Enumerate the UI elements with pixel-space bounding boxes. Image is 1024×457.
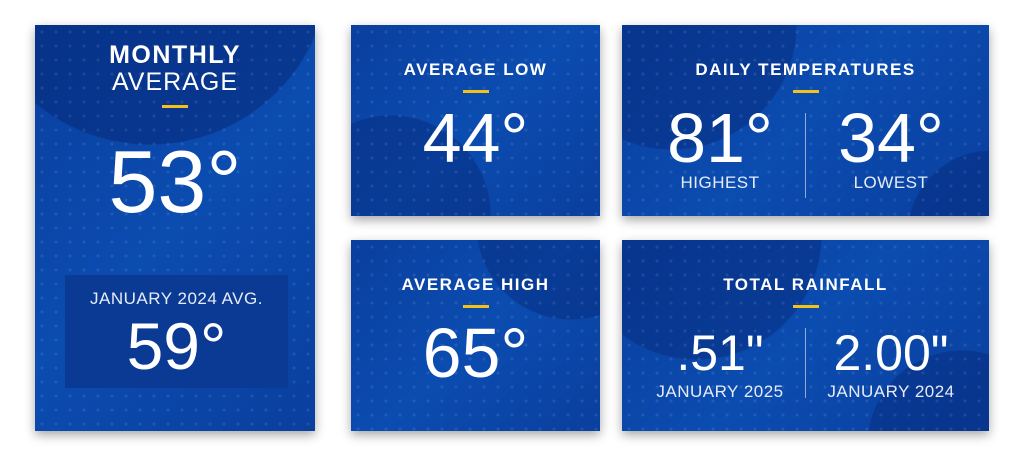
average-low-title: AVERAGE LOW <box>403 60 548 79</box>
monthly-title: MONTHLY <box>109 41 241 69</box>
january-2024-rainfall-value: 2.00" <box>833 325 949 381</box>
lowest-value: 34° <box>838 99 944 177</box>
total-rainfall-title: TOTAL RAINFALL <box>723 275 888 294</box>
monthly-average-card: MONTHLY AVERAGE 53° JANUARY 2024 AVG. 59… <box>35 25 315 431</box>
january-2024-value: 59° <box>126 309 227 383</box>
daily-temperatures-card: DAILY TEMPERATURES 81° HIGHEST 34° LOWES… <box>622 25 989 216</box>
monthly-subtitle: AVERAGE <box>111 68 239 96</box>
january-2024-rainfall-label: JANUARY 2024 <box>827 382 955 401</box>
accent-bar <box>462 305 489 308</box>
accent-bar <box>462 90 489 93</box>
divider <box>805 113 806 198</box>
accent-bar <box>792 90 819 93</box>
lowest-label: LOWEST <box>853 173 929 192</box>
accent-bar <box>792 305 819 308</box>
average-low-card: AVERAGE LOW 44° <box>351 25 600 216</box>
highest-label: HIGHEST <box>680 173 760 192</box>
average-high-title: AVERAGE HIGH <box>401 275 550 294</box>
average-high-value: 65° <box>422 314 529 392</box>
accent-bar <box>162 105 188 108</box>
monthly-average-value: 53° <box>108 132 242 231</box>
divider <box>805 328 806 398</box>
january-2024-box: JANUARY 2024 AVG. 59° <box>65 275 288 388</box>
average-high-card: AVERAGE HIGH 65° <box>351 240 600 431</box>
january-2025-label: JANUARY 2025 <box>656 382 784 401</box>
total-rainfall-card: TOTAL RAINFALL .51" JANUARY 2025 2.00" J… <box>622 240 989 431</box>
highest-value: 81° <box>667 99 773 177</box>
average-low-value: 44° <box>422 99 529 177</box>
january-2025-rainfall-value: .51" <box>676 325 764 381</box>
january-2024-label: JANUARY 2024 AVG. <box>90 289 263 308</box>
daily-temperatures-title: DAILY TEMPERATURES <box>695 60 916 79</box>
